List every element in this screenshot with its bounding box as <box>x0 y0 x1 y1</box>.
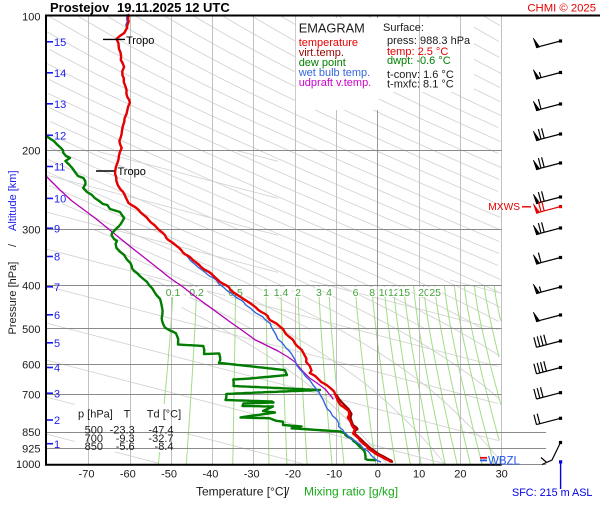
svg-text:10: 10 <box>413 469 425 481</box>
svg-text:10: 10 <box>379 287 391 299</box>
svg-text:4: 4 <box>54 363 60 375</box>
svg-text:WBZL: WBZL <box>488 456 521 468</box>
svg-text:200: 200 <box>22 146 40 158</box>
svg-text:Temperature [°C]: Temperature [°C] <box>196 485 287 499</box>
svg-text:20: 20 <box>454 469 466 481</box>
svg-text:600: 600 <box>22 360 40 372</box>
svg-text:dew point: dew point <box>299 57 346 69</box>
svg-text:-32.7: -32.7 <box>148 433 173 445</box>
svg-text:Mixing ratio [g/kg]: Mixing ratio [g/kg] <box>304 485 398 499</box>
svg-text:udpraft v.temp.: udpraft v.temp. <box>299 77 372 89</box>
svg-text:3: 3 <box>316 287 322 299</box>
svg-text:13: 13 <box>54 99 66 111</box>
svg-text:1.4: 1.4 <box>274 287 289 299</box>
svg-text:-50: -50 <box>161 469 177 481</box>
svg-text:CHMI © 2025: CHMI © 2025 <box>527 3 596 15</box>
svg-text:700: 700 <box>85 433 103 445</box>
svg-text:-5.6: -5.6 <box>116 441 135 453</box>
svg-text:-40: -40 <box>202 469 218 481</box>
svg-text:SFC: 215 m ASL: SFC: 215 m ASL <box>512 487 592 499</box>
svg-text:5: 5 <box>54 338 60 350</box>
svg-text:500: 500 <box>22 324 40 336</box>
svg-text:15: 15 <box>398 287 410 299</box>
svg-text:0: 0 <box>375 469 381 481</box>
svg-text:8: 8 <box>54 252 60 264</box>
svg-text:1000: 1000 <box>16 459 40 471</box>
svg-text:2: 2 <box>54 415 60 427</box>
svg-text:850: 850 <box>85 441 103 453</box>
svg-text:10: 10 <box>54 194 66 206</box>
svg-text:25: 25 <box>429 287 441 299</box>
svg-text:Surface:: Surface: <box>383 22 424 34</box>
svg-text:1: 1 <box>263 287 269 299</box>
svg-text:wet bulb temp.: wet bulb temp. <box>298 67 371 79</box>
svg-text:20: 20 <box>418 287 430 299</box>
svg-text:7: 7 <box>54 282 60 294</box>
svg-text:-70: -70 <box>79 469 95 481</box>
svg-text:3: 3 <box>54 388 60 400</box>
svg-text:Altitude [km]: Altitude [km] <box>7 170 19 231</box>
svg-text:T: T <box>124 409 131 421</box>
svg-text:MXWS: MXWS <box>488 202 520 213</box>
svg-text:/: / <box>286 485 290 499</box>
svg-text:Tropo: Tropo <box>118 166 146 178</box>
svg-text:0.1: 0.1 <box>166 287 181 299</box>
svg-text:9: 9 <box>54 223 60 235</box>
svg-text:/: / <box>7 243 19 247</box>
svg-text:t-conv: 1.6 °C: t-conv: 1.6 °C <box>387 69 454 81</box>
svg-text:6: 6 <box>353 287 359 299</box>
svg-text:-9.3: -9.3 <box>116 433 135 445</box>
svg-text:-10: -10 <box>326 469 342 481</box>
svg-text:500: 500 <box>85 424 103 436</box>
svg-text:-30: -30 <box>244 469 260 481</box>
svg-text:100: 100 <box>22 11 40 23</box>
svg-text:Prostejov: Prostejov <box>50 0 110 15</box>
svg-text:Pressure [hPa]: Pressure [hPa] <box>7 262 19 335</box>
svg-text:8: 8 <box>369 287 375 299</box>
svg-text:15: 15 <box>54 37 66 49</box>
svg-text:Tropo: Tropo <box>126 35 154 47</box>
svg-text:Td [°C]: Td [°C] <box>147 409 181 421</box>
svg-text:925: 925 <box>22 444 40 456</box>
svg-text:14: 14 <box>54 68 66 80</box>
svg-text:press: 988.3 hPa: press: 988.3 hPa <box>387 35 471 47</box>
svg-text:-20: -20 <box>285 469 301 481</box>
svg-text:6: 6 <box>54 310 60 322</box>
svg-text:30: 30 <box>496 469 508 481</box>
svg-text:1: 1 <box>54 439 60 451</box>
svg-text:-8.4: -8.4 <box>155 441 174 453</box>
svg-text:19.11.2025 12 UTC: 19.11.2025 12 UTC <box>117 0 230 15</box>
svg-text:2: 2 <box>295 287 301 299</box>
svg-text:400: 400 <box>22 280 40 292</box>
svg-text:850: 850 <box>22 427 40 439</box>
svg-text:temperature: temperature <box>299 37 358 49</box>
svg-text:-23.3: -23.3 <box>110 424 135 436</box>
svg-text:0.2: 0.2 <box>189 287 204 299</box>
svg-text:t-mxfc: 8.1 °C: t-mxfc: 8.1 °C <box>387 79 454 91</box>
svg-text:-47.4: -47.4 <box>148 424 173 436</box>
svg-text:-60: -60 <box>120 469 136 481</box>
svg-text:300: 300 <box>22 225 40 237</box>
svg-text:700: 700 <box>22 389 40 401</box>
svg-text:p [hPa]: p [hPa] <box>78 409 113 421</box>
svg-text:EMAGRAM: EMAGRAM <box>299 21 365 36</box>
svg-text:virt.temp.: virt.temp. <box>299 47 344 59</box>
svg-text:12: 12 <box>388 287 400 299</box>
svg-text:temp: 2.5 °C: temp: 2.5 °C <box>387 46 448 58</box>
svg-text:12: 12 <box>54 131 66 143</box>
svg-text:4: 4 <box>326 287 332 299</box>
svg-text:dwpt: -0.6 °C: dwpt: -0.6 °C <box>387 55 451 67</box>
svg-text:11: 11 <box>54 162 65 174</box>
